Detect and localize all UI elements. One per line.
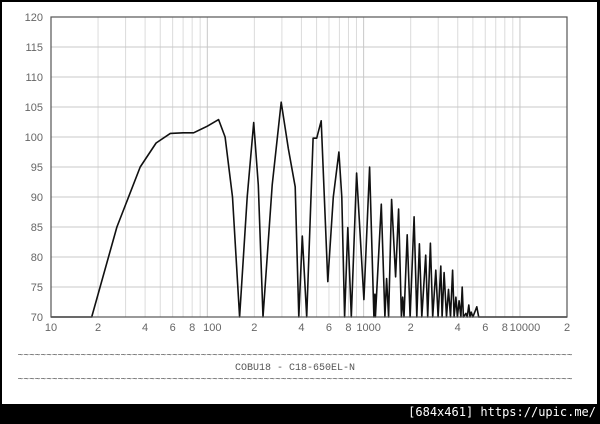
y-tick-label: 105 <box>25 102 43 114</box>
separator-bottom: ~~~~~~~~~~~~~~~~~~~~~~~~~~~~~~~~~~~~~~~~… <box>18 375 573 386</box>
y-tick-label: 95 <box>31 162 43 174</box>
x-tick-label: 2 <box>564 322 570 334</box>
x-tick-label: 2 <box>95 322 101 334</box>
grid <box>50 16 568 318</box>
x-tick-label: 100 <box>203 322 221 334</box>
watermark: [684x461] https://upic.me/ <box>408 405 596 419</box>
y-tick-label: 110 <box>25 72 43 84</box>
series-line <box>51 101 567 318</box>
y-tick-label: 75 <box>31 282 43 294</box>
plot-border <box>50 16 568 318</box>
x-tick-label: 1000 <box>356 322 380 334</box>
x-tick-label: 6 <box>326 322 332 334</box>
y-tick-label: 85 <box>31 222 43 234</box>
x-tick-label: 8 <box>345 322 351 334</box>
x-tick-label: 2 <box>408 322 414 334</box>
separator-top: ~~~~~~~~~~~~~~~~~~~~~~~~~~~~~~~~~~~~~~~~… <box>18 351 573 362</box>
x-tick-label: 8 <box>189 322 195 334</box>
y-tick-label: 100 <box>25 132 43 144</box>
y-tick-label: 90 <box>31 192 43 204</box>
x-tick-label: 6 <box>170 322 176 334</box>
x-axis-ticks: 10 2 4 6 8 100 2 4 6 8 1000 2 4 6 8 10000 2 <box>45 322 570 334</box>
y-tick-label: 120 <box>25 12 43 24</box>
x-tick-label: 8 <box>502 322 508 334</box>
x-tick-label: 2 <box>251 322 257 334</box>
y-axis-ticks: 70 75 80 85 90 95 100 105 110 115 120 <box>25 12 43 324</box>
x-tick-label: 4 <box>298 322 304 334</box>
x-tick-label: 10000 <box>510 322 541 334</box>
x-tick-label: 4 <box>142 322 148 334</box>
x-tick-label: 10 <box>45 322 57 334</box>
y-tick-label: 115 <box>25 42 43 54</box>
chart-title: COBU18 - C18-650EL-N <box>235 363 355 374</box>
x-tick-label: 6 <box>482 322 488 334</box>
y-tick-label: 70 <box>31 312 43 324</box>
chart-paper <box>2 2 597 404</box>
y-tick-label: 80 <box>31 252 43 264</box>
x-tick-label: 4 <box>455 322 461 334</box>
